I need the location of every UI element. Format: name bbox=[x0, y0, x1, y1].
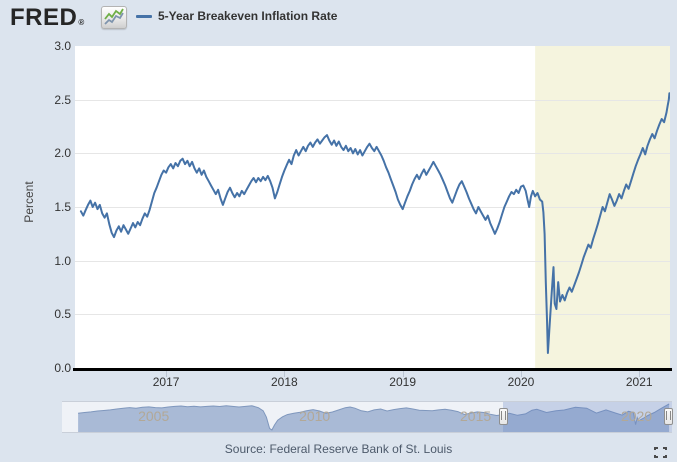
y-tick-label: 3.0 bbox=[54, 39, 71, 53]
handle-grip bbox=[501, 411, 506, 420]
navigator-year-label: 2015 bbox=[460, 408, 492, 424]
fred-logo-text: FRED bbox=[10, 4, 78, 31]
fullscreen-corner bbox=[654, 447, 658, 450]
legend: 5-Year Breakeven Inflation Rate bbox=[136, 9, 337, 23]
x-tick-label: 2018 bbox=[271, 375, 298, 389]
fullscreen-icon[interactable] bbox=[654, 447, 667, 458]
navigator-area-line bbox=[78, 403, 670, 431]
logo-green-line bbox=[104, 8, 124, 20]
navigator-selection-mask bbox=[503, 402, 672, 432]
y-tick-label: 0.0 bbox=[54, 361, 71, 375]
x-tick-label: 2021 bbox=[625, 375, 653, 389]
navigator-year-label: 2020 bbox=[620, 408, 653, 424]
navigator-year-label: 2010 bbox=[299, 408, 331, 424]
x-tick-label: 2017 bbox=[152, 375, 180, 389]
x-tick-mark bbox=[166, 371, 168, 377]
x-tick-label: 2019 bbox=[389, 375, 416, 389]
x-tick-mark bbox=[520, 371, 522, 377]
y-axis-title: Percent bbox=[22, 181, 36, 223]
navigator-area bbox=[78, 403, 670, 432]
y-tick-label: 2.5 bbox=[54, 92, 71, 107]
fred-logo[interactable]: FRED® bbox=[10, 4, 85, 32]
chart-header: FRED® 5-Year Breakeven Inflation Rate bbox=[0, 0, 677, 36]
fred-sparkline-icon-svg bbox=[104, 8, 124, 25]
x-tick-mark bbox=[402, 371, 404, 377]
y-tick-label: 1.5 bbox=[54, 200, 71, 214]
navigator-right-handle[interactable] bbox=[664, 408, 673, 425]
x-axis-line bbox=[73, 368, 672, 371]
registered-mark: ® bbox=[78, 18, 85, 27]
legend-series-label[interactable]: 5-Year Breakeven Inflation Rate bbox=[158, 9, 338, 23]
series-line bbox=[79, 92, 671, 354]
x-tick-mark bbox=[284, 371, 286, 377]
fullscreen-corner bbox=[663, 447, 667, 450]
handle-grip bbox=[666, 411, 671, 420]
main-chart-svg bbox=[75, 46, 671, 368]
fred-sparkline-icon bbox=[101, 6, 127, 29]
fullscreen-corner bbox=[654, 455, 658, 458]
y-tick-label: 2.0 bbox=[54, 146, 71, 161]
source-attribution[interactable]: Source: Federal Reserve Bank of St. Loui… bbox=[224, 442, 453, 456]
navigator-left-handle[interactable] bbox=[499, 408, 508, 425]
navigator-svg bbox=[78, 402, 672, 432]
x-tick-mark bbox=[639, 371, 641, 377]
logo-blue-line bbox=[104, 12, 124, 25]
legend-line-sample bbox=[136, 14, 152, 18]
fullscreen-corner bbox=[663, 455, 667, 458]
y-tick-label: 0.5 bbox=[54, 307, 71, 322]
plot-area[interactable] bbox=[75, 46, 671, 368]
x-tick-label: 2020 bbox=[507, 375, 535, 389]
navigator-track[interactable]: 2005 2010 2015 2020 bbox=[62, 401, 672, 433]
y-tick-label: 1.0 bbox=[54, 253, 71, 268]
navigator-year-label: 2005 bbox=[138, 408, 170, 424]
